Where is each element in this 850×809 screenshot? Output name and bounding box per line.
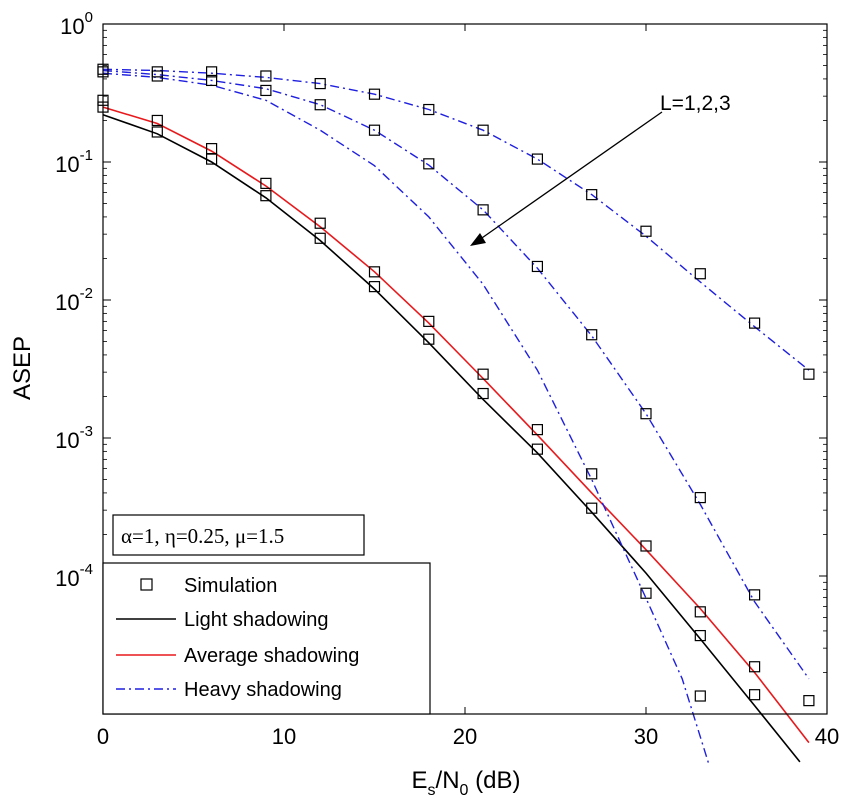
simulation-marker [151, 114, 163, 127]
simulation-marker [803, 695, 815, 707]
simulation-marker [368, 281, 381, 293]
simulation-marker [748, 589, 761, 601]
simulation-marker [586, 329, 598, 341]
simulation-marker [151, 126, 163, 138]
x-tick-label: 0 [97, 724, 109, 749]
y-tick-label: 10-1 [55, 147, 93, 177]
y-axis-label: ASEP [9, 336, 36, 400]
simulation-marker [586, 502, 598, 514]
simulation-marker [206, 74, 218, 87]
simulation-marker [314, 217, 326, 229]
annotation-arrow [470, 111, 663, 246]
simulation-marker [423, 103, 435, 116]
simulation-marker [477, 387, 489, 400]
params-box: α=1, η=0.25, μ=1.5 [112, 514, 365, 556]
simulation-marker [748, 689, 761, 701]
simulation-marker [477, 124, 489, 136]
curve-light-shadowing [102, 113, 801, 763]
simulation-marker [260, 177, 272, 189]
simulation-marker [368, 124, 381, 136]
simulation-marker [531, 260, 544, 273]
simulation-marker [260, 84, 272, 97]
simulation-marker [694, 629, 706, 642]
simulation-marker [477, 204, 489, 216]
simulation-marker [260, 190, 272, 202]
simulation-marker [586, 468, 598, 480]
svg-text:α=1, η=0.25, μ=1.5: α=1, η=0.25, μ=1.5 [121, 524, 284, 548]
simulation-marker [586, 189, 598, 201]
curve-l-3 [102, 68, 810, 371]
curve-l-2 [102, 69, 810, 680]
simulation-marker [640, 225, 652, 237]
simulation-marker [368, 266, 381, 278]
simulation-marker [694, 491, 706, 504]
simulation-marker [206, 66, 218, 78]
x-tick-label: 20 [453, 724, 477, 749]
legend-label: Light shadowing [184, 609, 329, 631]
x-tick-labels: 0 10 20 30 40 [97, 724, 839, 749]
simulation-marker [423, 158, 435, 170]
simulation-marker [423, 315, 435, 327]
x-tick-label: 10 [272, 724, 296, 749]
legend-marker-simulation [140, 578, 153, 591]
curve-average-shadowing [102, 106, 810, 744]
simulation-marker [748, 317, 761, 329]
y-tick-label: 10-2 [55, 285, 93, 315]
simulation-marker [803, 368, 815, 380]
simulation-marker [694, 690, 706, 702]
simulation-marker [314, 99, 326, 111]
simulation-marker [531, 443, 544, 455]
y-tick-label: 100 [60, 9, 93, 39]
y-tick-labels: 100 10-1 10-2 10-3 10-4 [55, 9, 93, 591]
simulation-marker [423, 333, 435, 345]
simulation-marker [640, 540, 652, 552]
x-tick-label: 30 [634, 724, 658, 749]
simulation-marker [748, 661, 761, 673]
y-tick-label: 10-3 [55, 423, 93, 453]
axis-ticks [102, 23, 828, 714]
annotation-label: L=1,2,3 [660, 92, 731, 115]
simulation-marker [206, 153, 218, 165]
simulation-marker [640, 408, 652, 420]
simulation-marker [368, 88, 381, 100]
simulation-marker [531, 153, 544, 165]
x-axis-label: Es/N0 (dB) [412, 767, 521, 799]
simulation-marker [640, 587, 652, 599]
simulation-marker [314, 232, 326, 244]
legend-label: Heavy shadowing [184, 679, 342, 701]
simulation-marker [151, 70, 163, 82]
legend: Simulation Light shadowing Average shadowi… [102, 562, 431, 715]
simulation-marker [531, 424, 544, 436]
simulation-marker [694, 268, 706, 280]
simulation-marker [260, 70, 272, 82]
y-tick-label: 10-4 [55, 561, 93, 591]
simulation-marker [314, 77, 326, 90]
legend-label: Simulation [184, 575, 277, 597]
legend-label: Average shadowing [184, 645, 359, 667]
simulation-marker [477, 368, 489, 380]
x-tick-label: 40 [815, 724, 839, 749]
simulation-marker [694, 606, 706, 618]
